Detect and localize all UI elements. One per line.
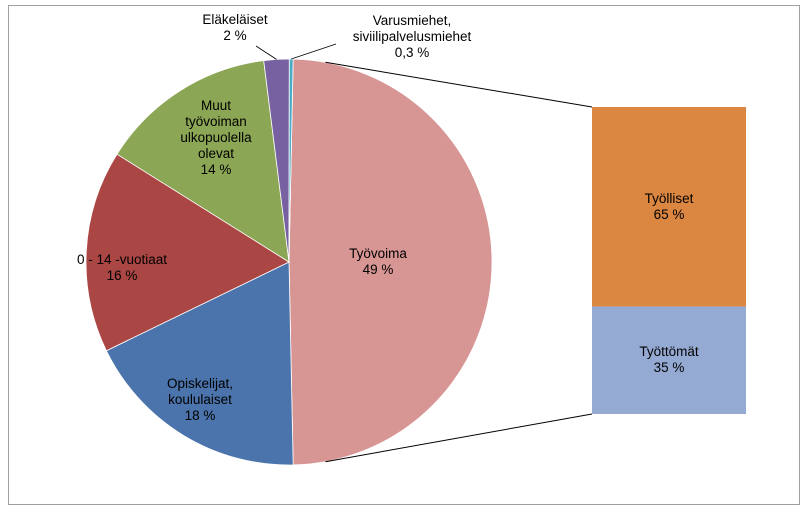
data-label: Muut työvoiman ulkopuolella olevat 14 % — [176, 98, 256, 178]
label-value: 65 % — [653, 206, 685, 222]
data-label: Opiskelijat, koululaiset 18 % — [155, 376, 245, 424]
label-value: 49 % — [362, 262, 394, 277]
data-label: 0 - 14 -vuotiaat 16 % — [57, 252, 187, 284]
pie-slice — [288, 58, 294, 263]
pie-slice — [105, 261, 294, 466]
breakdown-bar — [592, 306, 746, 414]
connector — [325, 61, 593, 108]
label-value: 18 % — [184, 408, 216, 423]
label-name: Eläkeläiset — [202, 12, 268, 27]
data-label: Työlliset 65 % — [592, 191, 746, 223]
label-name: Varusmiehet, siviilipalvelusmiehet — [352, 13, 472, 44]
pie-slice — [85, 153, 290, 352]
label-name: Opiskelijat, koululaiset — [166, 376, 234, 407]
label-name: Työttömät — [639, 344, 699, 360]
label-value: 35 % — [653, 360, 685, 376]
data-label: Eläkeläiset 2 % — [185, 12, 285, 44]
connector — [325, 413, 593, 463]
pie-slice — [116, 60, 290, 263]
data-label: Varusmiehet, siviilipalvelusmiehet 0,3 % — [337, 13, 487, 61]
label-value: 16 % — [106, 268, 138, 283]
label-name: Työvoima — [349, 246, 407, 261]
data-label: Työvoima 49 % — [318, 246, 438, 278]
label-name: 0 - 14 -vuotiaat — [76, 252, 168, 267]
label-value: 2 % — [223, 28, 247, 43]
label-value: 14 % — [200, 162, 232, 177]
leader-line — [291, 43, 337, 60]
label-name: Työlliset — [644, 190, 694, 206]
label-name: Muut työvoiman ulkopuolella olevat — [180, 98, 252, 161]
label-value: 0,3 % — [394, 45, 430, 60]
data-label: Työttömät 35 % — [592, 344, 746, 376]
pie-slice — [288, 58, 493, 466]
breakdown-bar — [592, 107, 746, 307]
leader-line — [255, 45, 277, 60]
